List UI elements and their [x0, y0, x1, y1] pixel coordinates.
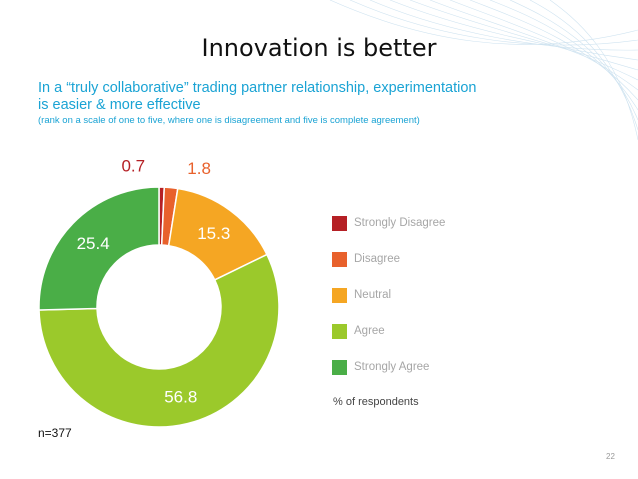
scale-note: (rank on a scale of one to five, where o…: [38, 115, 420, 126]
chart-legend: Strongly Disagree Disagree Neutral Agree…: [332, 216, 532, 396]
legend-label: Neutral: [354, 289, 392, 301]
donut-slice-agree: [38, 253, 280, 428]
legend-swatch: [332, 288, 347, 303]
legend-item-strongly-agree: Strongly Agree: [332, 360, 532, 396]
slice-data-label: 56.8: [164, 387, 197, 406]
slice-data-label: 0.7: [121, 157, 145, 176]
unit-label: % of respondents: [333, 396, 419, 408]
legend-label: Disagree: [354, 253, 401, 265]
sample-size: n=377: [38, 426, 72, 440]
slice-data-label: 1.8: [187, 159, 211, 178]
legend-item-disagree: Disagree: [332, 252, 532, 288]
donut-slice-strongly-agree: [38, 186, 160, 311]
legend-swatch: [332, 324, 347, 339]
slice-data-label: 25.4: [77, 234, 110, 253]
legend-item-agree: Agree: [332, 324, 532, 360]
legend-label: Strongly Agree: [354, 361, 430, 373]
slide-subtitle: In a “truly collaborative” trading partn…: [38, 80, 477, 113]
page-number: 22: [606, 452, 615, 461]
slice-data-label: 15.3: [197, 224, 230, 243]
legend-swatch: [332, 360, 347, 375]
legend-swatch: [332, 216, 347, 231]
legend-item-strongly-disagree: Strongly Disagree: [332, 216, 532, 252]
legend-item-neutral: Neutral: [332, 288, 532, 324]
legend-label: Agree: [354, 325, 385, 337]
legend-swatch: [332, 252, 347, 267]
legend-label: Strongly Disagree: [354, 217, 446, 229]
slide-title: Innovation is better: [201, 34, 437, 62]
